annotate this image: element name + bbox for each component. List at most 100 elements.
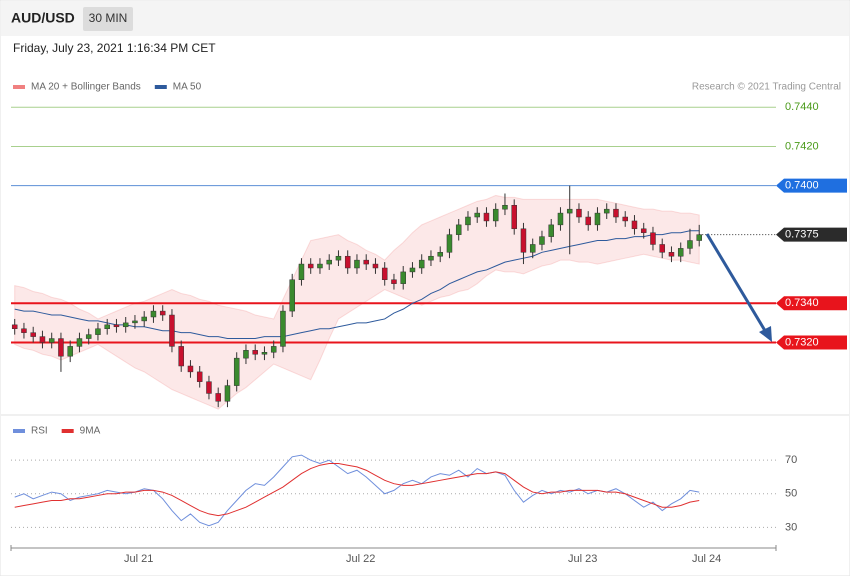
credit: Research © 2021 Trading Central	[692, 82, 841, 93]
candle-body	[215, 393, 221, 402]
candle-body	[132, 320, 138, 324]
candle-body	[187, 365, 194, 373]
legend-label: 9MA	[80, 426, 101, 437]
y-tick-label: 30	[785, 521, 797, 533]
candle-body	[335, 255, 342, 261]
candle-body	[594, 212, 601, 226]
x-tick-label: Jul 22	[346, 553, 375, 565]
candle-body	[39, 336, 46, 343]
candle-body	[446, 234, 453, 253]
x-tick-label: Jul 21	[124, 553, 153, 565]
level-tag	[776, 335, 847, 350]
candle-body	[539, 236, 545, 245]
candle-body	[363, 259, 369, 265]
candle-body	[640, 228, 647, 233]
candle-body	[381, 267, 388, 280]
legend-swatch	[154, 85, 167, 89]
candle-body	[372, 263, 379, 269]
rsi-line	[14, 454, 700, 527]
candle-body	[270, 346, 277, 353]
level-label: 0.7440	[785, 101, 819, 113]
forecast-arrow	[705, 233, 772, 342]
candle-body	[344, 255, 351, 269]
symbol: AUD/USD	[11, 10, 75, 26]
candle-body	[548, 224, 554, 237]
candle-body	[261, 352, 268, 355]
candle-body	[354, 259, 360, 269]
interval-button[interactable]	[83, 7, 133, 31]
candle-body	[455, 224, 462, 235]
candle-body	[21, 328, 27, 333]
candle-body	[224, 385, 231, 402]
level-label: 0.7400	[785, 180, 819, 192]
candle-body	[11, 324, 18, 330]
legend-label: MA 50	[173, 82, 202, 93]
candle-body	[169, 314, 175, 347]
candle-body	[122, 322, 129, 328]
candle-body	[502, 205, 508, 210]
candle-body	[243, 350, 249, 359]
candle-body	[391, 279, 397, 284]
candle-body	[178, 346, 184, 367]
level-label: 0.7340	[785, 297, 819, 309]
candle-body	[428, 255, 434, 261]
legend-label: MA 20 + Bollinger Bands	[31, 82, 141, 93]
level-label: 0.7375	[785, 229, 819, 241]
candle-body	[613, 208, 619, 218]
candle-body	[557, 212, 564, 226]
candle-body	[95, 328, 101, 335]
candle-body	[298, 263, 305, 280]
candle-body	[159, 310, 166, 316]
candle-body	[85, 334, 92, 339]
candle-body	[113, 324, 120, 328]
candle-body	[409, 267, 416, 273]
arrow-head	[759, 326, 772, 342]
candle-body	[622, 216, 628, 222]
legend-swatch	[13, 429, 25, 433]
candle-body	[317, 263, 323, 269]
interval[interactable]: 30 MIN	[89, 11, 128, 25]
candle-body	[668, 252, 675, 257]
candle-body	[465, 216, 471, 226]
candle-body	[474, 212, 480, 218]
candle-body	[659, 244, 665, 253]
candle-body	[400, 271, 406, 284]
candle-body	[196, 371, 203, 382]
level-tag	[776, 227, 847, 242]
candle-body	[631, 220, 638, 230]
candle-body	[289, 279, 295, 312]
candle-body	[687, 240, 693, 249]
candle-body	[529, 244, 536, 253]
candle-body	[566, 208, 573, 214]
candle-body	[418, 259, 425, 269]
level-tag	[776, 178, 847, 193]
legend-label: RSI	[31, 426, 48, 437]
candle-body	[280, 310, 286, 347]
candle-body	[206, 381, 212, 394]
y-tick-label: 70	[785, 454, 797, 466]
candle-body	[48, 338, 55, 343]
candle-body	[585, 216, 591, 226]
header-bar	[1, 1, 849, 36]
candle-body	[603, 208, 610, 214]
candle-body	[483, 212, 490, 222]
candle-body	[576, 208, 582, 218]
level-label: 0.7420	[785, 140, 819, 152]
x-tick-label: Jul 24	[692, 553, 721, 565]
ma-line	[14, 230, 700, 340]
candle-body	[141, 316, 147, 322]
timestamp: Friday, July 23, 2021 1:16:34 PM CET	[13, 41, 216, 55]
candle-body	[696, 234, 702, 241]
candle-body	[252, 350, 258, 355]
candle-body	[150, 310, 157, 318]
arrow-shaft	[705, 233, 769, 335]
candle-body	[511, 205, 517, 230]
legend-swatch	[13, 85, 25, 89]
candle-body	[437, 252, 443, 257]
candle-body	[520, 228, 527, 253]
candle-body	[104, 324, 110, 330]
candle-body	[650, 232, 656, 245]
